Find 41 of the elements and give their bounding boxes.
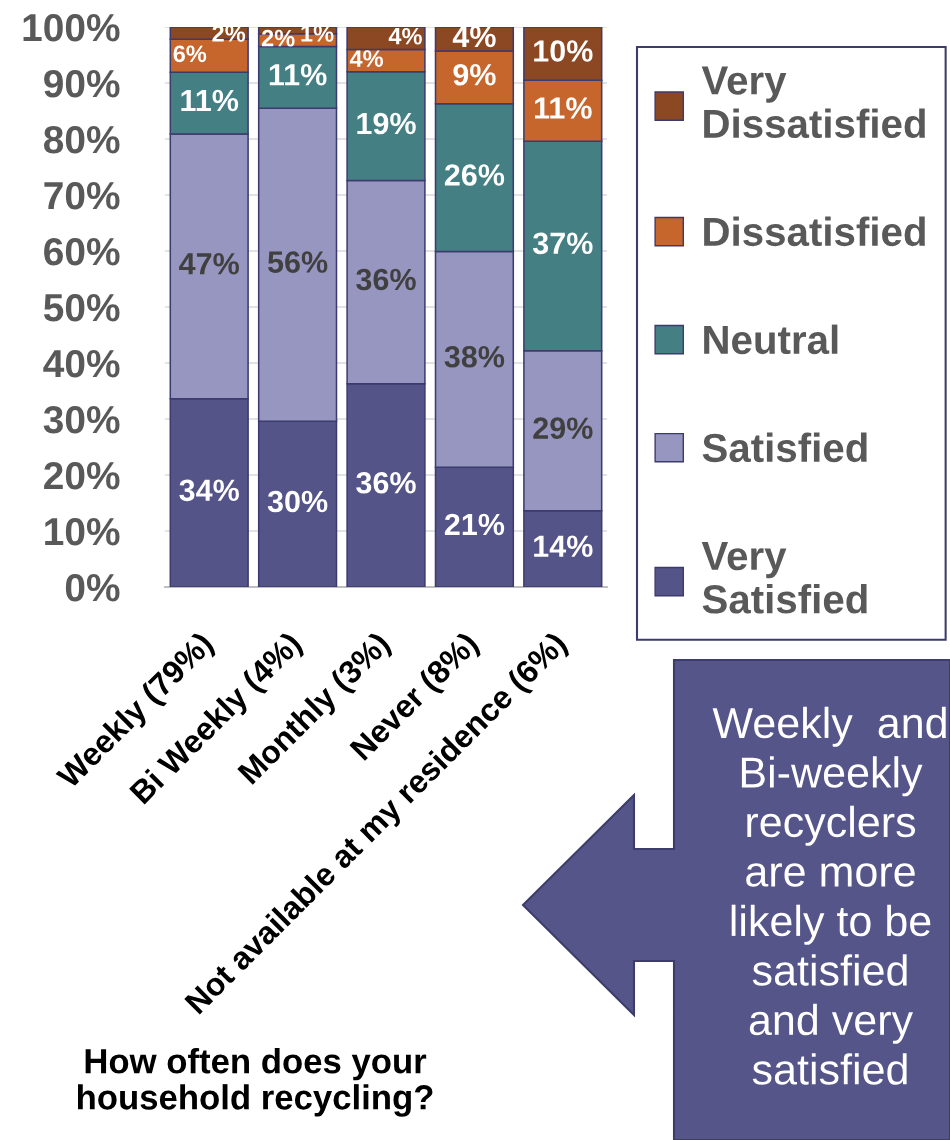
- data-label: 10%: [534, 40, 593, 62]
- data-label: 36%: [356, 268, 416, 291]
- y-tick-label: 100%: [23, 13, 120, 42]
- legend-label: Dissatisfied: [704, 216, 925, 247]
- data-label: 4%: [349, 50, 383, 67]
- legend-label: Very Dissatisfied: [701, 66, 925, 139]
- data-label: 11%: [269, 64, 327, 86]
- y-tick-label: 70%: [44, 181, 120, 210]
- data-label: 26%: [444, 164, 505, 186]
- data-label: 38%: [444, 345, 505, 368]
- data-label: 4%: [388, 27, 422, 45]
- y-tick-label: 50%: [43, 293, 120, 322]
- data-label: 34%: [179, 479, 239, 502]
- data-label: 29%: [533, 417, 593, 439]
- data-label: 37%: [532, 232, 593, 255]
- data-label: 14%: [534, 535, 593, 558]
- data-label: 6%: [173, 45, 207, 63]
- y-tick-label: 80%: [43, 125, 120, 154]
- data-label: 2%: [261, 29, 295, 47]
- y-tick-label: 0%: [65, 573, 120, 602]
- data-label: 4%: [452, 25, 496, 48]
- y-tick-label: 30%: [43, 405, 120, 434]
- y-tick-label: 90%: [44, 69, 120, 98]
- x-axis-title: How often does your household recycling?: [78, 1048, 433, 1117]
- data-label: 9%: [453, 63, 496, 86]
- data-label: 36%: [356, 471, 416, 494]
- data-label: 21%: [444, 513, 505, 536]
- y-tick-label: 40%: [43, 349, 120, 378]
- y-tick-label: 60%: [44, 237, 120, 266]
- data-label: 19%: [357, 112, 416, 135]
- data-label: 56%: [267, 251, 328, 273]
- y-tick-label: 10%: [45, 517, 120, 546]
- legend-label: Neutral: [704, 324, 838, 355]
- data-label: 11%: [534, 97, 592, 119]
- legend-label: Satisfied: [702, 432, 867, 463]
- text: Weekly and Bi-weekly recyclers are more likely to be satisfied and very satisfied: [712, 706, 946, 1085]
- y-tick-label: 20%: [44, 461, 120, 490]
- data-label: 30%: [267, 490, 328, 513]
- data-label: 11%: [181, 89, 239, 112]
- legend-label: Very Satisfied: [701, 542, 867, 614]
- data-label: 47%: [179, 253, 239, 275]
